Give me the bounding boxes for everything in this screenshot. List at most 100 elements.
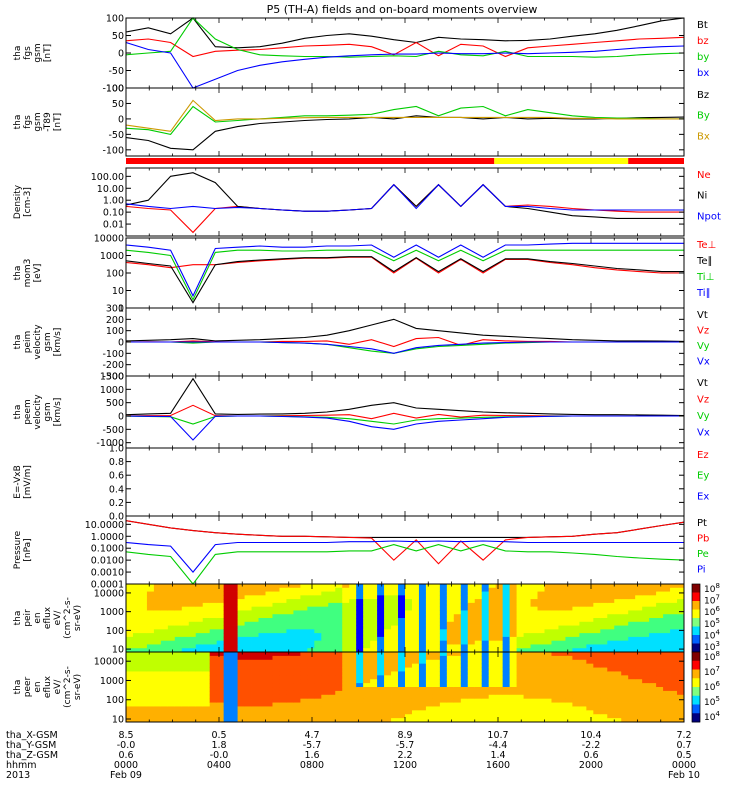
spectrogram-cell bbox=[677, 621, 685, 626]
spectrogram-cell bbox=[258, 702, 266, 707]
spectrogram-cell bbox=[537, 606, 545, 611]
spectrogram-cell bbox=[523, 675, 531, 680]
spectrogram-cell bbox=[621, 610, 629, 615]
spectrogram-cell bbox=[432, 690, 441, 696]
spectrogram-cell bbox=[146, 614, 155, 619]
spectrogram-cell bbox=[656, 621, 664, 626]
colorbar-tick-base: 10 bbox=[704, 608, 716, 618]
spectrogram-cell bbox=[523, 652, 531, 657]
spectrogram-cell bbox=[160, 629, 169, 634]
spectrogram-cell bbox=[551, 687, 559, 692]
spectrogram-cell bbox=[663, 648, 671, 653]
spectrogram-cell bbox=[530, 679, 538, 684]
spectrogram-cell bbox=[502, 614, 511, 619]
y-axis-label: Pressure bbox=[13, 530, 23, 569]
spectrogram-cell bbox=[446, 636, 455, 642]
spectrogram-cell bbox=[398, 698, 406, 703]
spectrogram-cell bbox=[279, 633, 287, 638]
spectrogram-cell bbox=[467, 602, 476, 608]
spectrogram-cell bbox=[195, 621, 204, 626]
series-line-By bbox=[125, 105, 684, 136]
spectrogram-cell bbox=[405, 698, 413, 703]
spectrogram-cell bbox=[202, 587, 211, 592]
spectrogram-cell bbox=[530, 602, 538, 608]
spectrogram-cell bbox=[146, 584, 155, 589]
spectrogram-cell bbox=[398, 659, 406, 665]
spectrogram-cell bbox=[146, 618, 155, 623]
spectrogram-cell bbox=[160, 633, 169, 638]
spectrogram-cell bbox=[600, 606, 608, 611]
spectrogram-cell bbox=[342, 618, 350, 623]
spectrogram-cell bbox=[181, 625, 190, 630]
spectrogram-cell bbox=[181, 706, 190, 711]
spectrogram-cell bbox=[251, 602, 259, 608]
colorbar-segment bbox=[692, 652, 700, 662]
spectrogram-cell bbox=[593, 618, 601, 623]
spectrogram-cell bbox=[432, 675, 441, 680]
spectrogram-cell bbox=[509, 640, 518, 645]
spectrogram-cell bbox=[342, 648, 350, 653]
spectrogram-cell bbox=[300, 648, 308, 653]
spectrogram-cell bbox=[349, 652, 357, 657]
spectrogram-cell bbox=[160, 610, 169, 615]
spectrogram-cell bbox=[398, 690, 406, 696]
spectrogram-cell bbox=[251, 702, 259, 707]
spectrogram-cell bbox=[670, 595, 678, 600]
spectrogram-cell bbox=[523, 714, 531, 719]
spectrogram-cell bbox=[321, 595, 329, 600]
spectrogram-cell bbox=[370, 718, 378, 723]
spectrogram-cell bbox=[286, 718, 294, 723]
spectrogram-cell bbox=[272, 595, 280, 600]
spectrogram-cell bbox=[607, 690, 615, 696]
spectrogram-cell bbox=[405, 595, 413, 600]
spectrogram-cell bbox=[642, 648, 650, 653]
spectrogram-cell bbox=[167, 618, 176, 623]
spectrogram-cell bbox=[656, 655, 664, 661]
spectrogram-cell bbox=[272, 587, 280, 592]
spectrogram-cell bbox=[502, 584, 511, 589]
spectrogram-cell bbox=[460, 599, 469, 604]
spectrogram-cell bbox=[132, 679, 141, 684]
spectrogram-cell bbox=[474, 599, 483, 604]
spectrogram-cell bbox=[216, 659, 225, 665]
spectrogram-cell bbox=[146, 683, 155, 688]
spectrogram-cell bbox=[174, 625, 183, 630]
colorbar-tick-base: 10 bbox=[704, 668, 716, 678]
spectrogram-cell bbox=[384, 714, 392, 719]
spectrogram-cell bbox=[551, 599, 559, 604]
spectrogram-cell bbox=[223, 595, 232, 600]
spectrogram-cell bbox=[544, 633, 552, 638]
spectrogram-cell bbox=[391, 599, 399, 604]
spectrogram-cell bbox=[418, 618, 427, 623]
spectrogram-cell bbox=[314, 652, 322, 657]
spectrogram-cell bbox=[488, 687, 497, 692]
spectrogram-cell bbox=[230, 675, 239, 680]
spectrogram-cell bbox=[530, 618, 538, 623]
spectrogram-cell bbox=[586, 621, 594, 626]
spectrogram-cell bbox=[579, 667, 587, 672]
spectrogram-cell bbox=[607, 694, 615, 700]
spectrogram-cell bbox=[432, 655, 441, 661]
spectrogram-cell bbox=[509, 698, 518, 703]
spectrogram-cell bbox=[446, 610, 455, 615]
spectrogram-cell bbox=[656, 633, 664, 638]
spectrogram-cell bbox=[481, 618, 490, 623]
spectrogram-cell bbox=[642, 640, 650, 645]
spectrogram-cell bbox=[523, 636, 531, 642]
spectrogram-cell bbox=[223, 636, 232, 642]
spectrogram-cell bbox=[370, 599, 378, 604]
spectrogram-cell bbox=[439, 640, 448, 645]
spectrogram-cell bbox=[153, 663, 162, 668]
spectrogram-cell bbox=[342, 599, 350, 604]
spectrogram-cell bbox=[628, 633, 636, 638]
spectrogram-cell bbox=[642, 659, 650, 665]
spectrogram-cell bbox=[453, 618, 462, 623]
spectrogram-cell bbox=[167, 648, 176, 653]
spectrogram-cell bbox=[181, 599, 190, 604]
spectrogram-cell bbox=[677, 640, 685, 645]
spectrogram-cell bbox=[628, 640, 636, 645]
spectrogram-cell bbox=[649, 591, 657, 596]
series-line-Vy bbox=[126, 341, 684, 354]
spectrogram-cell bbox=[439, 679, 448, 684]
spectrogram-cell bbox=[405, 629, 413, 634]
